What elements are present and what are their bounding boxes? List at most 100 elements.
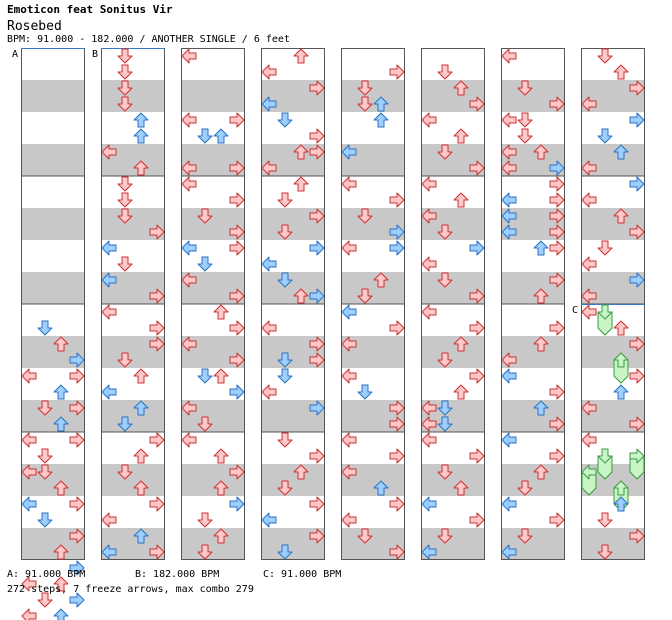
up-arrow	[133, 528, 149, 544]
right-arrow	[389, 64, 405, 80]
down-arrow	[37, 512, 53, 528]
down-arrow	[517, 112, 533, 128]
down-arrow	[37, 464, 53, 480]
up-arrow	[133, 368, 149, 384]
left-arrow	[101, 272, 117, 288]
left-arrow	[501, 224, 517, 240]
down-arrow	[597, 128, 613, 144]
right-arrow	[229, 192, 245, 208]
down-arrow	[117, 192, 133, 208]
right-arrow	[389, 400, 405, 416]
right-arrow	[229, 112, 245, 128]
left-arrow	[581, 192, 597, 208]
up-arrow	[213, 304, 229, 320]
down-arrow	[37, 592, 53, 608]
down-arrow	[437, 400, 453, 416]
beat-band	[581, 48, 645, 80]
down-arrow	[517, 528, 533, 544]
left-arrow	[581, 400, 597, 416]
down-arrow	[277, 368, 293, 384]
down-arrow	[37, 400, 53, 416]
song-title: Rosebed	[7, 19, 62, 34]
right-arrow	[549, 240, 565, 256]
left-arrow	[261, 384, 277, 400]
left-arrow	[501, 208, 517, 224]
down-arrow	[597, 544, 613, 560]
left-arrow	[21, 608, 37, 620]
right-arrow	[309, 240, 325, 256]
down-arrow	[437, 464, 453, 480]
right-arrow	[389, 544, 405, 560]
left-arrow	[341, 368, 357, 384]
down-arrow	[117, 176, 133, 192]
left-arrow	[101, 144, 117, 160]
left-arrow	[181, 160, 197, 176]
right-arrow	[69, 400, 85, 416]
left-arrow	[421, 400, 437, 416]
up-arrow	[453, 80, 469, 96]
up-arrow	[373, 112, 389, 128]
right-arrow	[309, 448, 325, 464]
right-arrow	[549, 176, 565, 192]
down-arrow	[277, 112, 293, 128]
right-arrow	[629, 112, 645, 128]
column-border	[341, 48, 405, 560]
down-arrow	[117, 352, 133, 368]
left-arrow	[261, 160, 277, 176]
down-arrow	[277, 544, 293, 560]
left-arrow	[101, 304, 117, 320]
up-arrow	[133, 128, 149, 144]
left-arrow	[101, 240, 117, 256]
right-arrow	[389, 496, 405, 512]
artist-title: Emoticon feat Sonitus Vir	[7, 3, 173, 16]
left-arrow	[501, 368, 517, 384]
down-arrow	[277, 352, 293, 368]
right-arrow	[389, 224, 405, 240]
up-arrow	[133, 448, 149, 464]
right-arrow	[229, 320, 245, 336]
left-arrow	[21, 496, 37, 512]
up-arrow	[453, 128, 469, 144]
up-arrow	[613, 208, 629, 224]
up-arrow	[293, 144, 309, 160]
up-arrow	[613, 64, 629, 80]
right-arrow	[149, 320, 165, 336]
down-arrow	[357, 80, 373, 96]
left-arrow	[101, 544, 117, 560]
beat-band	[421, 48, 485, 80]
up-arrow	[533, 464, 549, 480]
beat-band	[101, 464, 165, 496]
right-arrow	[389, 192, 405, 208]
right-arrow	[309, 208, 325, 224]
bpm-info: BPM: 91.000 - 182.000 / ANOTHER SINGLE /…	[7, 34, 290, 45]
beat-band	[421, 464, 485, 496]
right-arrow	[149, 288, 165, 304]
right-arrow	[309, 496, 325, 512]
beat-band	[101, 80, 165, 112]
up-arrow	[213, 528, 229, 544]
right-arrow	[229, 464, 245, 480]
left-arrow	[421, 496, 437, 512]
up-arrow	[373, 96, 389, 112]
down-arrow	[277, 192, 293, 208]
left-arrow	[501, 48, 517, 64]
left-arrow	[581, 304, 597, 320]
right-arrow	[309, 336, 325, 352]
down-arrow	[437, 416, 453, 432]
up-arrow	[533, 288, 549, 304]
down-freeze-arrow	[597, 448, 613, 464]
left-arrow	[341, 512, 357, 528]
down-arrow	[517, 480, 533, 496]
up-arrow	[373, 272, 389, 288]
beat-band	[21, 80, 85, 112]
right-arrow	[389, 240, 405, 256]
down-arrow	[517, 128, 533, 144]
down-arrow	[117, 96, 133, 112]
left-arrow	[421, 112, 437, 128]
right-arrow	[229, 288, 245, 304]
beat-band	[501, 464, 565, 496]
right-arrow	[229, 160, 245, 176]
right-arrow	[549, 384, 565, 400]
left-arrow	[581, 288, 597, 304]
column-border	[181, 48, 245, 560]
